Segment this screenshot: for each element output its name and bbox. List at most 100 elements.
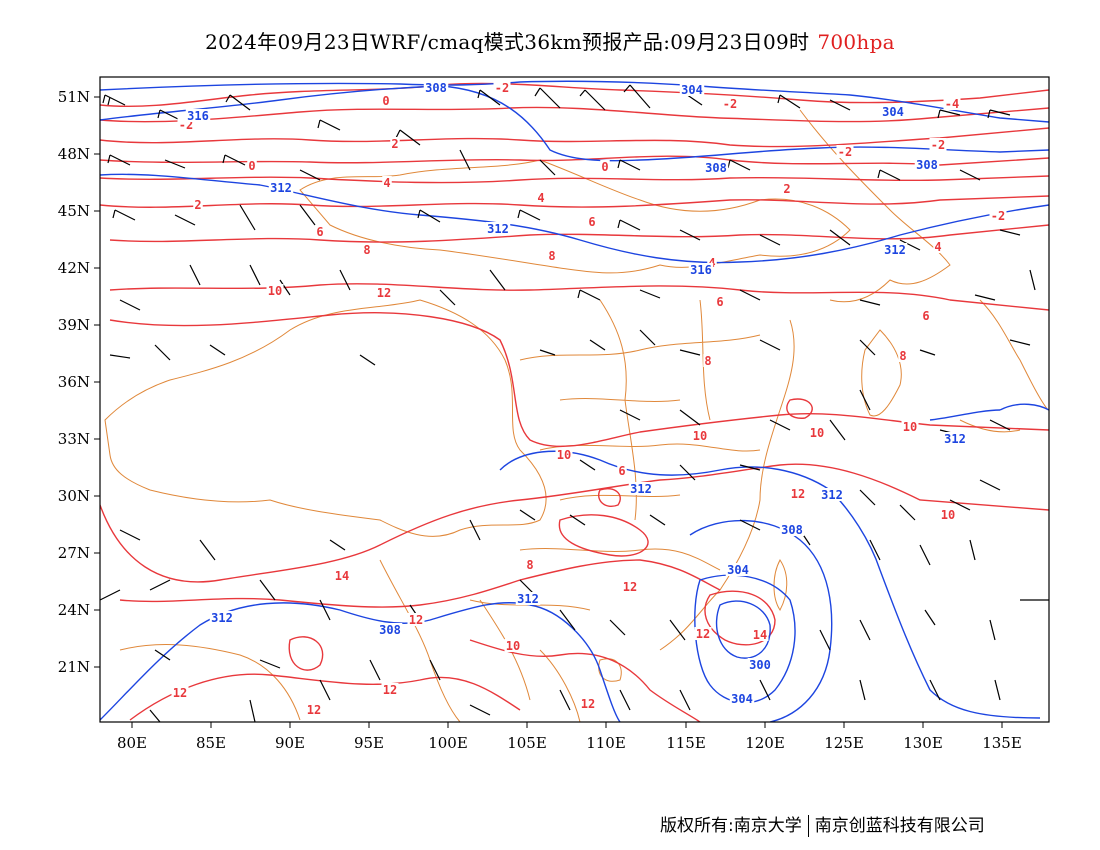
lon-label: 85E xyxy=(195,734,227,752)
korea-outline xyxy=(861,329,902,417)
lon-label: 95E xyxy=(353,734,385,752)
lon-label: 130E xyxy=(903,734,943,752)
temperature-contour-label: 6 xyxy=(316,225,323,239)
lon-label: 120E xyxy=(745,734,785,752)
lat-label: 30N xyxy=(57,487,90,505)
contour-label-bg xyxy=(266,284,284,297)
temperature-contour-label: -2 xyxy=(991,209,1005,223)
contour-label-bg xyxy=(929,138,947,151)
contour-label-bg xyxy=(390,137,400,150)
contour-label-bg xyxy=(914,158,940,171)
contour-label-bg xyxy=(703,354,713,367)
contour-label-bg xyxy=(515,592,541,605)
temperature-contour-label: 8 xyxy=(526,558,533,572)
temperature-contour-label: 12 xyxy=(791,487,805,501)
lat-label: 33N xyxy=(57,430,90,448)
contour-label-bg xyxy=(209,611,235,624)
northeast-border xyxy=(799,109,951,303)
contour-label-bg xyxy=(715,295,725,308)
contour-label-bg xyxy=(707,256,717,269)
lon-label: 105E xyxy=(507,734,547,752)
temperature-contour-label: 12 xyxy=(696,627,710,641)
contour-label-bg xyxy=(942,432,968,445)
contour-label-bg xyxy=(315,225,325,238)
contour-label-bg xyxy=(691,429,709,442)
credit-separator xyxy=(807,815,809,837)
contour-label-bg xyxy=(525,558,535,571)
contour-label-bg xyxy=(989,209,1007,222)
geopotential-contour-label: 308 xyxy=(916,158,938,172)
geopotential-contour-label: 312 xyxy=(517,592,539,606)
temperature-contour-label: 2 xyxy=(194,198,201,212)
contour-label-bg xyxy=(933,240,943,253)
lat-label: 51N xyxy=(57,88,90,106)
temperature-contour-label: 6 xyxy=(588,215,595,229)
geopotential-contour-label: 300 xyxy=(749,658,771,672)
contour-label-bg xyxy=(628,482,654,495)
temperature-contour-label: 6 xyxy=(716,295,723,309)
contour-label-bg xyxy=(882,243,908,256)
tibet-plateau-outline xyxy=(104,299,547,537)
geopotential-contour-label: 312 xyxy=(884,243,906,257)
temperature-contour-label: 8 xyxy=(363,243,370,257)
wind-barbs xyxy=(100,84,1049,722)
temperature-contour-label: 12 xyxy=(409,613,423,627)
contour-label-bg xyxy=(819,488,845,501)
contour-label-bg xyxy=(407,613,425,626)
geopotential-labels: 308 316 304 304 308 308 312 312 312 312 312 316 312 3… xyxy=(185,81,968,706)
contour-label-bg xyxy=(921,309,931,322)
plot-frame xyxy=(99,76,1050,723)
contour-label-bg xyxy=(721,97,739,110)
contour-label-bg xyxy=(747,658,773,671)
lon-label: 80E xyxy=(116,734,148,752)
contour-label-bg xyxy=(333,569,351,582)
copyright-credit: 版权所有:南京大学 南京创蓝科技有限公司 xyxy=(660,811,985,837)
contour-label-bg xyxy=(547,249,557,262)
lon-label: 135E xyxy=(982,734,1022,752)
temperature-contour-label: 12 xyxy=(623,580,637,594)
contour-label-bg xyxy=(729,692,755,705)
geopotential-contour-label: 304 xyxy=(727,563,749,577)
temperature-contour-label: 6 xyxy=(922,309,929,323)
contour-label-bg xyxy=(536,191,546,204)
temperature-contour-label: 8 xyxy=(704,354,711,368)
geopotential-contour-label: 308 xyxy=(781,523,803,537)
contour-label-bg xyxy=(493,81,511,94)
temperature-contour-label: 14 xyxy=(753,628,767,642)
contour-label-bg xyxy=(193,198,203,211)
temperature-contour-label: 2 xyxy=(391,137,398,151)
lon-label: 115E xyxy=(666,734,706,752)
contour-label-bg xyxy=(725,563,751,576)
temperature-contour-label: 10 xyxy=(506,639,520,653)
title-level: 700hpa xyxy=(817,30,895,54)
contour-label-bg xyxy=(600,160,610,173)
contour-label-bg xyxy=(808,426,826,439)
lon-label: 100E xyxy=(428,734,468,752)
lat-label: 48N xyxy=(57,145,90,163)
contour-label-bg xyxy=(377,623,403,636)
lat-label: 42N xyxy=(57,259,90,277)
temperature-contour-label: 4 xyxy=(934,240,941,254)
contour-label-bg xyxy=(703,161,729,174)
temperature-contour-label: 4 xyxy=(383,176,390,190)
contour-label-bg xyxy=(381,683,399,696)
contour-label-bg xyxy=(555,448,573,461)
temperature-contour-label: 12 xyxy=(173,686,187,700)
temperature-contour-label: -4 xyxy=(945,97,959,111)
contour-label-bg xyxy=(375,286,393,299)
lat-label: 36N xyxy=(57,373,90,391)
geopotential-contour-label: 316 xyxy=(187,109,209,123)
title-main: 2024年09月23日WRF/cmaq模式36km预报产品:09月23日09时 xyxy=(205,30,810,54)
axis-ticks xyxy=(94,96,1003,728)
contour-label-bg xyxy=(504,639,522,652)
contour-label-bg xyxy=(185,109,211,122)
contour-label-bg xyxy=(943,97,961,110)
temperature-contour-label: 12 xyxy=(377,286,391,300)
lat-label: 21N xyxy=(57,658,90,676)
chart-title: 2024年09月23日WRF/cmaq模式36km预报产品:09月23日09时 7… xyxy=(0,26,1100,55)
temperature-contour-label: 10 xyxy=(903,420,917,434)
temperature-contour-label: -2 xyxy=(495,81,509,95)
temperature-contour-label: 0 xyxy=(248,159,255,173)
